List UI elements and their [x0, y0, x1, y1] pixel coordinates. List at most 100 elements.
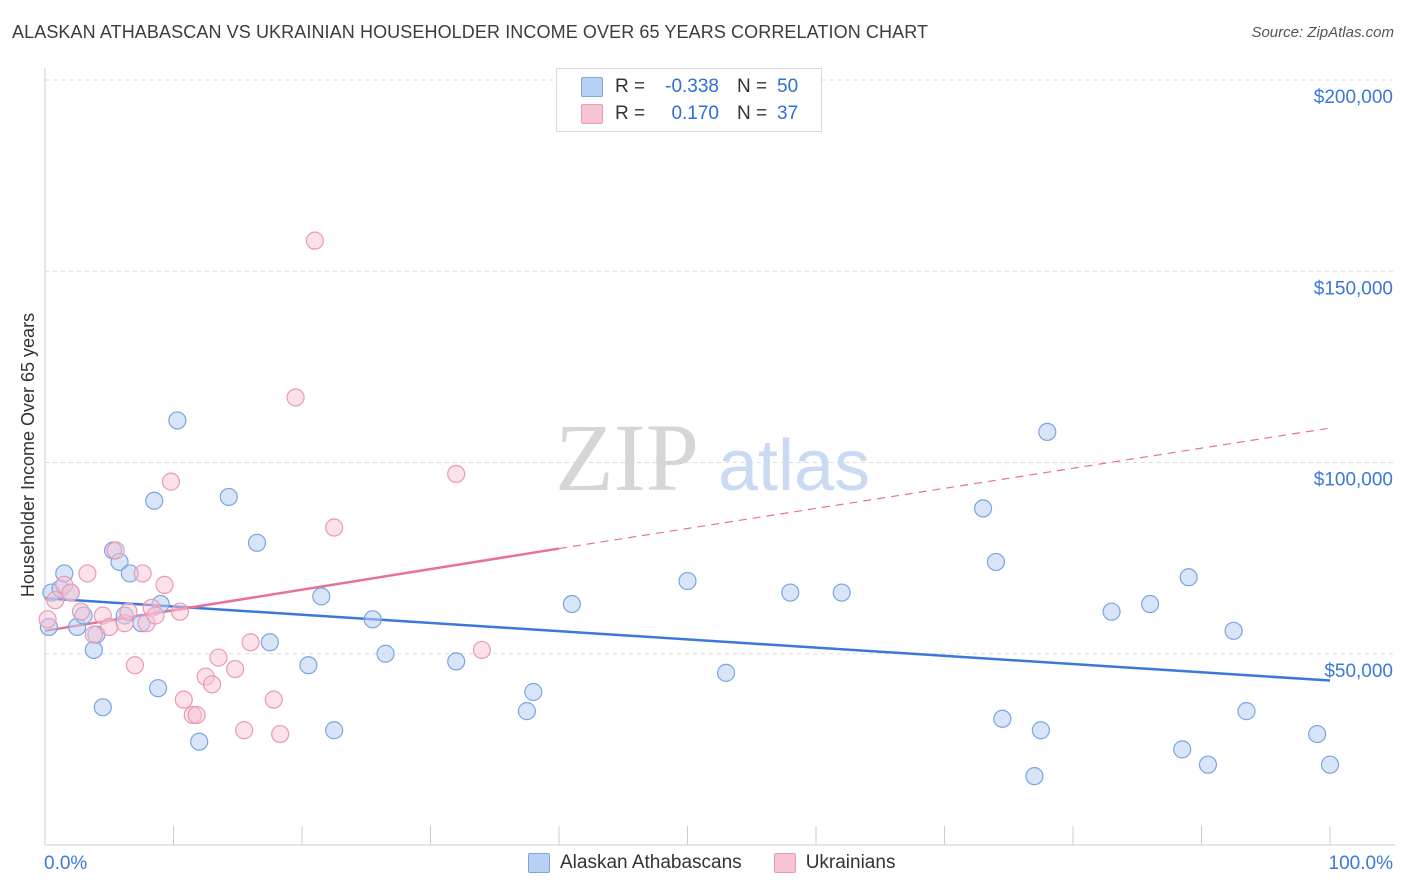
source-label: Source: ZipAtlas.com — [1251, 24, 1394, 41]
r-label: R = — [615, 103, 646, 124]
athabascan-point — [312, 587, 331, 606]
ukrainian-point — [472, 640, 491, 660]
athabascan-point — [678, 571, 697, 591]
athabascan-point — [376, 644, 395, 663]
ukrainian-point — [202, 675, 222, 694]
chart-title: ALASKAN ATHABASCAN VS UKRAINIAN HOUSEHOL… — [12, 22, 929, 42]
athabascan-point — [993, 709, 1012, 728]
ukrainian-point — [447, 464, 466, 484]
athabascan-point — [1031, 721, 1050, 740]
ukrainian-point — [84, 625, 103, 644]
pink-swatch-icon — [773, 853, 796, 873]
y-tick-label: $200,000 — [1314, 87, 1393, 108]
athabascan-point — [973, 499, 993, 518]
athabascan-point — [1025, 767, 1044, 786]
ukrainian-point — [61, 583, 80, 602]
n-value: 50 — [777, 76, 799, 97]
ukrainian-point — [174, 690, 193, 709]
athabascan-point — [1237, 702, 1256, 721]
athabascan-point — [1198, 755, 1218, 774]
correlation-legend: R = -0.338 N = 50 R = 0.170 N = 37 — [556, 68, 822, 132]
legend-item-ukrainians[interactable]: Ukrainians — [773, 852, 895, 874]
ukrainian-point — [78, 564, 97, 583]
ukrainian-point — [133, 564, 152, 583]
watermark-zip: ZIP — [555, 404, 699, 511]
tick-labels: $50,000 $100,000 $150,000 $200,000 0.0% 100.0… — [44, 87, 1393, 874]
ukrainian-point — [241, 633, 260, 652]
ukrainian-point — [235, 721, 254, 740]
y-tick-label: $100,000 — [1314, 470, 1393, 491]
gridlines — [45, 79, 1395, 655]
athabascan-point — [447, 652, 466, 671]
ukrainian-point — [146, 606, 165, 625]
ukrainian-point — [264, 690, 283, 709]
athabascan-point — [168, 411, 187, 430]
athabascan-point — [986, 552, 1006, 572]
ukrainian-trend-extension — [558, 427, 1331, 550]
ukrainian-point — [106, 541, 125, 560]
athabascan-point — [84, 640, 103, 660]
r-label: R = — [615, 76, 646, 97]
ukrainian-point — [125, 656, 145, 675]
axes — [44, 68, 1395, 846]
ukrainian-point — [209, 648, 228, 667]
athabascan-point — [1102, 602, 1121, 621]
athabascan-point — [1179, 568, 1198, 587]
series-legend: Alaskan Athabascans Ukrainians — [528, 852, 927, 874]
r-value: 0.170 — [671, 103, 719, 124]
athabascan-point — [1140, 594, 1160, 614]
athabascan-point — [832, 583, 851, 602]
athabascan-point — [1173, 740, 1192, 759]
ukrainian-point — [170, 602, 190, 621]
r-value: -0.338 — [665, 76, 719, 97]
athabascan-point — [1038, 422, 1057, 441]
legend-label: Alaskan Athabascans — [560, 852, 742, 873]
y-axis-label: Householder Income Over 65 years — [18, 313, 38, 597]
watermark-atlas: atlas — [718, 426, 870, 506]
ukrainian-point — [71, 602, 91, 621]
ukrainian-point — [286, 388, 305, 407]
ukrainian-point — [226, 659, 245, 679]
athabascan-point — [148, 679, 168, 698]
ukrainian-point — [325, 518, 344, 537]
legend-item-athabascans[interactable]: Alaskan Athabascans — [528, 852, 742, 874]
athabascan-point — [781, 583, 800, 602]
y-tick-label: $50,000 — [1324, 661, 1393, 682]
athabascan-point — [260, 633, 279, 652]
athabascan-point — [524, 682, 543, 702]
athabascan-point — [1224, 621, 1243, 640]
athabascan-trend-line — [44, 597, 1331, 682]
athabascan-point — [1320, 755, 1340, 774]
blue-swatch-icon — [581, 77, 603, 97]
n-value: 37 — [777, 103, 799, 124]
x-tick-label: 0.0% — [44, 853, 87, 874]
x-tick-label: 100.0% — [1329, 853, 1394, 874]
athabascan-point — [562, 594, 581, 614]
athabascan-point — [363, 610, 382, 629]
ukrainian-point — [305, 231, 324, 250]
athabascan-point — [190, 732, 209, 751]
blue-swatch-icon — [528, 853, 550, 873]
n-label: N = — [737, 76, 768, 97]
ukrainian-point — [119, 602, 138, 621]
n-label: N = — [737, 103, 768, 124]
athabascan-point — [299, 656, 318, 675]
ukrainian-point — [161, 472, 181, 491]
athabascan-point — [219, 487, 238, 507]
athabascan-point — [1308, 724, 1327, 744]
athabascan-point — [517, 702, 536, 721]
athabascan-point — [325, 721, 344, 740]
watermark: ZIP atlas — [555, 404, 870, 511]
ukrainian-point — [187, 705, 206, 725]
legend-row-athabascan: R = -0.338 N = 50 — [581, 75, 798, 99]
athabascan-point — [247, 533, 267, 552]
ukrainian-point — [38, 610, 57, 629]
ukrainian-point — [100, 617, 119, 637]
ukrainian-point — [155, 575, 174, 595]
data-points — [38, 231, 1340, 786]
ukrainian-point — [46, 591, 65, 610]
pink-swatch-icon — [581, 104, 603, 124]
ukrainian-point — [271, 724, 290, 744]
athabascan-point — [93, 698, 112, 717]
